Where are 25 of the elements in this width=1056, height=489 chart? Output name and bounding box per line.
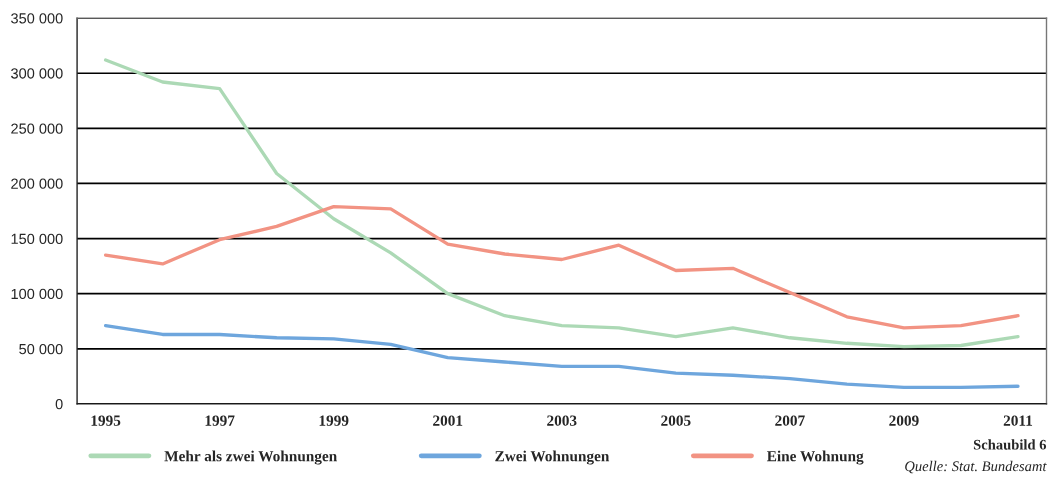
y-tick-label: 250 000 <box>11 123 63 134</box>
x-tick-label: 2011 <box>1003 415 1033 426</box>
x-tick-label: 1997 <box>205 415 235 426</box>
legend-label: Zwei Wohnungen <box>495 450 610 465</box>
y-tick-label: 150 000 <box>11 233 63 244</box>
line-series <box>103 58 1020 349</box>
x-tick-label: 2003 <box>547 415 577 426</box>
x-tick-label: 2009 <box>889 415 919 426</box>
x-tick-label: 1999 <box>319 415 349 426</box>
line-series <box>103 204 1020 330</box>
y-tick-label: 50 000 <box>19 343 63 355</box>
y-tick-label: 350 000 <box>11 13 63 24</box>
x-tick-label: 2005 <box>661 415 691 426</box>
y-tick-label: 200 000 <box>11 178 63 189</box>
source-note: Quelle: Stat. Bundesamt <box>905 460 1047 474</box>
legend-label: Eine Wohnung <box>766 450 864 465</box>
x-tick-label: 1995 <box>91 415 121 426</box>
line-series <box>103 323 1020 390</box>
y-tick-label: 0 <box>55 399 63 410</box>
y-tick-label: 300 000 <box>11 68 63 79</box>
y-tick-label: 100 000 <box>11 288 63 300</box>
x-tick-label: 2001 <box>433 415 463 426</box>
text: Schaubild 6 <box>973 439 1047 450</box>
legend-label: Mehr als zwei Wohnungen <box>164 450 337 465</box>
x-tick-label: 2007 <box>775 415 805 426</box>
